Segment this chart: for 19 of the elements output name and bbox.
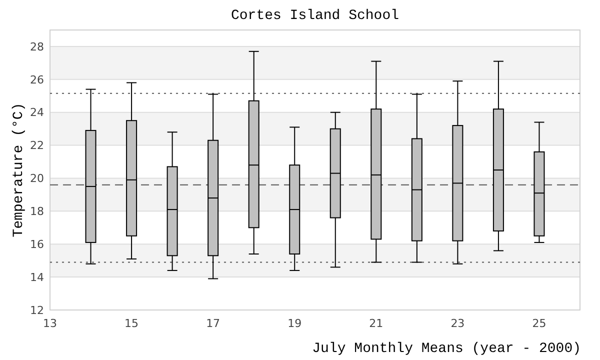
x-tick-label: 23 xyxy=(450,317,465,330)
x-axis-title: July Monthly Means (year - 2000) xyxy=(312,341,581,357)
y-tick-label: 20 xyxy=(30,172,44,186)
chart-title: Cortes Island School xyxy=(230,8,400,24)
x-tick-label: 15 xyxy=(124,317,139,330)
x-tick-label: 13 xyxy=(43,317,57,330)
y-tick-label: 22 xyxy=(30,139,44,152)
x-tick-label: 17 xyxy=(206,317,220,330)
y-tick-label: 14 xyxy=(30,270,44,284)
y-tick-label: 16 xyxy=(30,238,44,251)
x-tick-label: 25 xyxy=(532,317,546,330)
x-tick-label: 21 xyxy=(369,317,384,330)
y-tick-label: 12 xyxy=(30,304,44,317)
y-tick-label: 24 xyxy=(30,106,44,120)
x-tick-label: 19 xyxy=(288,317,302,330)
y-axis-title: Temperature (°C) xyxy=(11,102,27,238)
y-tick-label: 18 xyxy=(30,205,44,218)
y-tick-label: 26 xyxy=(30,73,44,86)
y-tick-label: 28 xyxy=(30,40,44,54)
